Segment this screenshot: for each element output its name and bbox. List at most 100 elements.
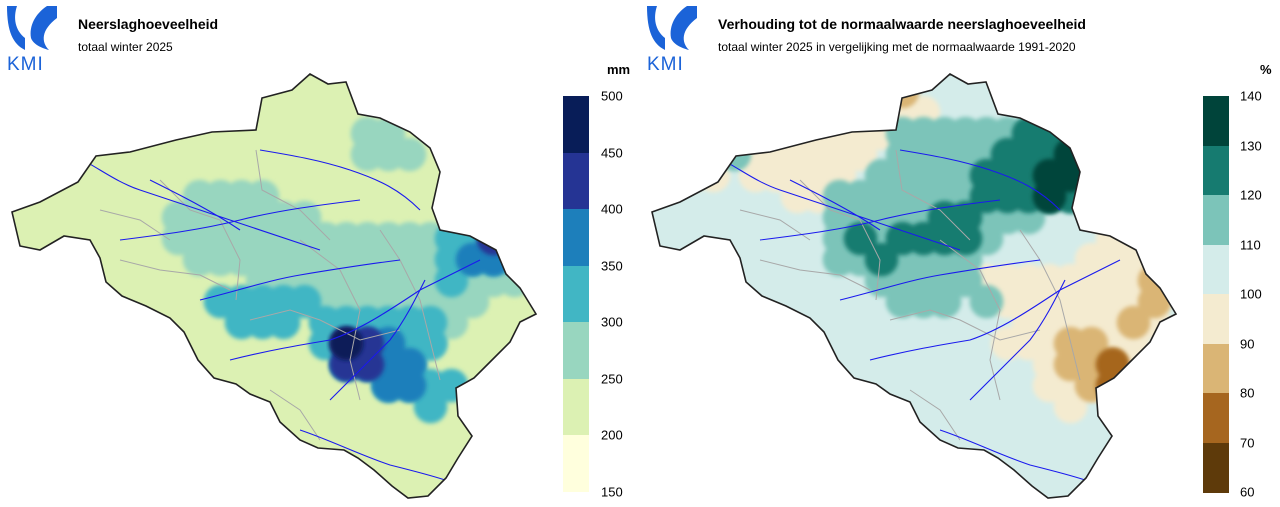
legend-swatch xyxy=(563,152,589,210)
region-cell xyxy=(759,95,794,130)
region-cell xyxy=(654,116,689,151)
legend-swatch xyxy=(1203,96,1229,146)
region-cell xyxy=(654,95,689,130)
kmi-logo-icon xyxy=(7,6,57,50)
region-cell xyxy=(780,95,815,130)
region-cell xyxy=(759,74,794,109)
legend-swatch xyxy=(1203,343,1229,394)
region-cell xyxy=(1137,137,1172,172)
region-cell xyxy=(14,116,49,151)
province-border xyxy=(119,259,231,291)
country-outline xyxy=(651,73,1178,499)
region-cell xyxy=(738,74,773,109)
region-cell xyxy=(1074,179,1109,214)
region-cell xyxy=(1137,221,1172,256)
province-border xyxy=(255,149,331,241)
province-border xyxy=(379,229,441,381)
region-cell xyxy=(652,95,668,130)
legend-swatch xyxy=(1203,195,1229,245)
region-cell xyxy=(1116,305,1151,340)
province-border xyxy=(249,309,401,341)
legend-tick-label: 70 xyxy=(1240,435,1255,450)
region-cell xyxy=(675,158,710,193)
legend-tick-label: 110 xyxy=(1240,237,1261,252)
river xyxy=(939,429,1086,481)
legend-swatch xyxy=(1203,294,1229,344)
kmi-logo-text: KMI xyxy=(7,54,44,75)
region-cell xyxy=(843,74,878,109)
legend-tick-label: 130 xyxy=(1240,138,1262,153)
region-cell xyxy=(843,95,878,130)
legend-tick-label: 300 xyxy=(601,314,623,330)
province-border xyxy=(939,239,1001,401)
color-legend xyxy=(1203,96,1229,493)
region-cell xyxy=(12,95,28,130)
river xyxy=(969,279,1066,401)
region-cell xyxy=(717,116,752,151)
legend-swatch xyxy=(563,435,589,493)
region-cell xyxy=(329,326,364,361)
region-cell xyxy=(1074,116,1109,151)
region-cell xyxy=(1095,116,1130,151)
province-border xyxy=(909,389,961,441)
province-border xyxy=(99,209,171,241)
river xyxy=(789,179,881,231)
region-cell xyxy=(455,284,490,319)
region-cell xyxy=(1074,137,1109,172)
region-cell xyxy=(12,116,28,151)
legend-tick-label: 100 xyxy=(1240,286,1262,302)
region-cell xyxy=(56,95,91,130)
country-outline xyxy=(11,73,538,499)
region-cell xyxy=(14,137,49,172)
region-cell xyxy=(56,74,91,109)
kmi-logo-text: KMI xyxy=(647,54,684,75)
map-subtitle: totaal winter 2025 xyxy=(78,40,173,54)
province-border xyxy=(889,309,1041,341)
legend-tick-label: 200 xyxy=(601,427,623,443)
legend-swatch xyxy=(1203,393,1229,443)
region-cell xyxy=(1158,263,1176,298)
region-cell xyxy=(717,95,752,130)
region-cell xyxy=(14,95,49,130)
region-cell xyxy=(780,95,815,130)
region-cell xyxy=(266,305,301,340)
region-cell xyxy=(675,95,710,130)
region-cell xyxy=(843,221,878,256)
region-cell xyxy=(696,158,731,193)
province-border xyxy=(269,389,321,441)
province-border xyxy=(299,239,361,401)
river xyxy=(329,279,426,401)
legend-swatch xyxy=(563,209,589,267)
region-cell xyxy=(864,74,899,109)
region-cell xyxy=(1095,158,1130,193)
region-cell xyxy=(759,95,794,130)
region-cell xyxy=(969,284,1004,319)
river xyxy=(259,149,421,211)
region-cell xyxy=(1074,116,1109,151)
province-border xyxy=(799,179,881,301)
map-field xyxy=(12,74,536,498)
region-cell xyxy=(1095,137,1130,172)
region-cell xyxy=(1158,263,1176,298)
legend-tick-label: 450 xyxy=(601,145,623,161)
region-cell xyxy=(1137,137,1172,172)
river xyxy=(59,149,321,251)
legend-swatch xyxy=(563,322,589,380)
region-cell xyxy=(652,137,668,172)
region-cell xyxy=(948,221,983,256)
legend-tick-label: 500 xyxy=(601,88,623,104)
region-cell xyxy=(652,95,668,130)
legend-tick-label: 140 xyxy=(1240,88,1262,104)
region-cell xyxy=(675,116,710,151)
region-cell xyxy=(476,221,511,256)
region-cell xyxy=(696,95,731,130)
region-cell xyxy=(652,116,668,151)
legend-tick-label: 60 xyxy=(1240,484,1255,500)
legend-ticks: 140 130 120 110 100 90 80 70 60 xyxy=(1240,89,1280,500)
region-cell xyxy=(654,137,689,172)
region-cell xyxy=(1032,179,1067,214)
region-cell xyxy=(738,95,773,130)
region-cell xyxy=(654,137,689,172)
river xyxy=(299,429,446,481)
province-border xyxy=(159,179,241,301)
